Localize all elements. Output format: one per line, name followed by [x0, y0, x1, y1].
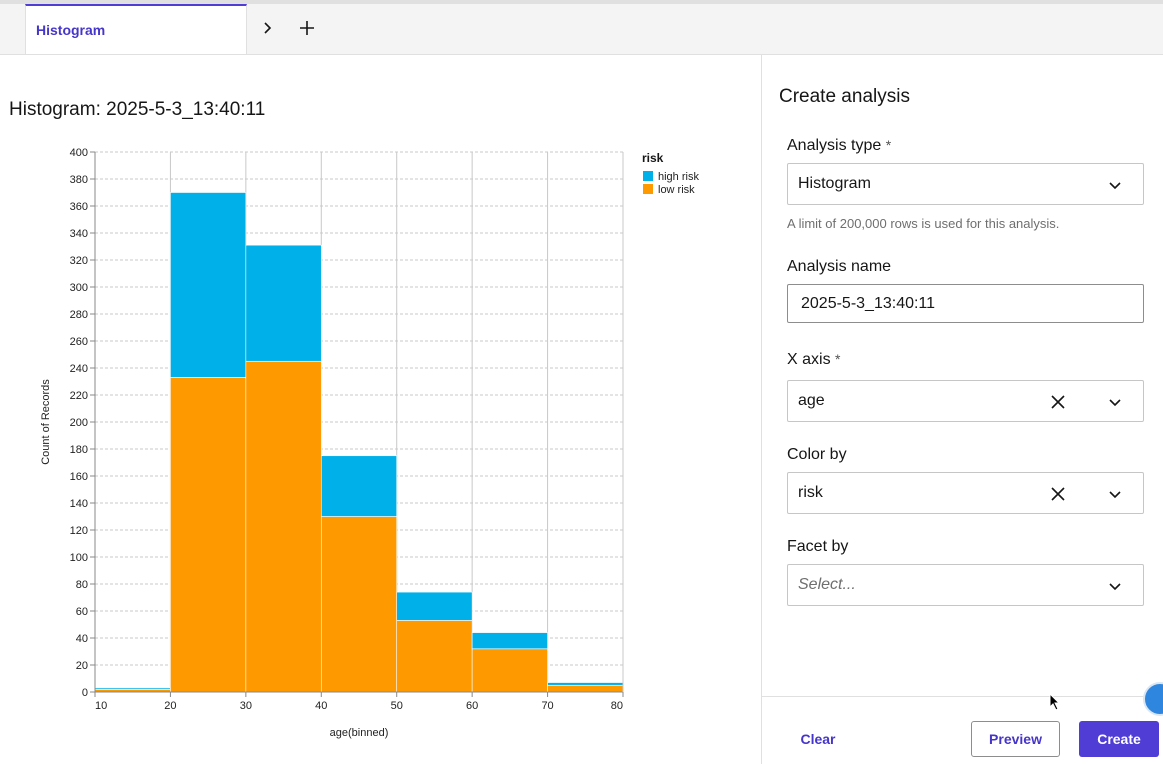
- y-tick-label: 240: [70, 363, 88, 375]
- chevron-right-icon[interactable]: [255, 16, 279, 40]
- facet-by-label: Facet by: [787, 538, 849, 555]
- panel-title: Create analysis: [779, 86, 910, 107]
- bar-low-risk-60-70: [471, 648, 548, 693]
- facet-by-select[interactable]: Select...: [787, 564, 1144, 606]
- tab-histogram[interactable]: Histogram: [25, 4, 247, 54]
- x-tick-label: 40: [315, 700, 327, 712]
- y-tick-label: 360: [70, 201, 88, 213]
- bar-high-risk-30-40: [245, 244, 322, 362]
- bar-high-risk-60-70: [471, 632, 548, 650]
- analysis-type-value: Histogram: [798, 175, 871, 192]
- x-tick-label: 70: [541, 700, 553, 712]
- tab-bar: Histogram: [0, 0, 1163, 55]
- mouse-cursor-icon: [1049, 693, 1061, 711]
- y-axis-title: Count of Records: [40, 379, 52, 465]
- close-icon[interactable]: [1049, 485, 1067, 503]
- y-tick-label: 180: [70, 444, 88, 456]
- x-axis-title: age(binned): [330, 727, 389, 739]
- create-analysis-panel: Create analysis Analysis type * Histogra…: [761, 55, 1163, 764]
- create-button[interactable]: Create: [1079, 721, 1159, 757]
- y-tick-label: 400: [70, 147, 88, 159]
- clear-button[interactable]: Clear: [800, 731, 836, 747]
- analysis-type-select[interactable]: Histogram: [787, 163, 1144, 205]
- tab-label: Histogram: [36, 22, 106, 38]
- analysis-name-label: Analysis name: [787, 258, 892, 275]
- bar-high-risk-70-80: [547, 682, 624, 686]
- y-tick-label: 220: [70, 390, 88, 402]
- analysis-name-input[interactable]: 2025-5-3_13:40:11: [787, 284, 1144, 323]
- x-tick-label: 20: [164, 700, 176, 712]
- chart-title: Histogram: 2025-5-3_13:40:11: [9, 99, 266, 120]
- y-tick-label: 60: [76, 606, 88, 618]
- preview-button[interactable]: Preview: [971, 721, 1060, 757]
- y-tick-label: 260: [70, 336, 88, 348]
- chevron-down-icon[interactable]: [1107, 486, 1123, 502]
- chevron-down-icon[interactable]: [1107, 177, 1123, 193]
- y-tick-label: 380: [70, 174, 88, 186]
- y-tick-label: 300: [70, 282, 88, 294]
- y-tick-label: 140: [70, 498, 88, 510]
- row-limit-helper: A limit of 200,000 rows is used for this…: [787, 216, 1060, 231]
- x-axis-select[interactable]: age: [787, 380, 1144, 422]
- bar-low-risk-20-30: [170, 377, 247, 693]
- bar-high-risk-20-30: [170, 192, 247, 378]
- color-by-label: Color by: [787, 446, 847, 463]
- analysis-name-value: 2025-5-3_13:40:11: [801, 295, 936, 312]
- legend-entry-high-risk: high risk: [658, 171, 699, 183]
- bar-low-risk-30-40: [245, 360, 322, 693]
- bar-high-risk-50-60: [396, 591, 473, 621]
- legend-title: risk: [642, 151, 664, 165]
- y-tick-label: 120: [70, 525, 88, 537]
- chevron-down-icon[interactable]: [1107, 394, 1123, 410]
- y-tick-label: 340: [70, 228, 88, 240]
- plus-icon[interactable]: [295, 16, 319, 40]
- analysis-type-label: Analysis type *: [787, 137, 892, 154]
- x-tick-label: 50: [391, 700, 403, 712]
- y-tick-label: 100: [70, 552, 88, 564]
- y-tick-label: 320: [70, 255, 88, 267]
- y-tick-label: 40: [76, 633, 88, 645]
- bar-low-risk-70-80: [547, 684, 624, 693]
- x-tick-label: 30: [240, 700, 252, 712]
- legend-entry-low-risk: low risk: [658, 184, 695, 196]
- y-tick-label: 80: [76, 579, 88, 591]
- y-tick-label: 20: [76, 660, 88, 672]
- legend-swatch-high-risk: [643, 171, 653, 181]
- legend-swatch-low-risk: [643, 184, 653, 194]
- bar-low-risk-50-60: [396, 620, 473, 693]
- y-tick-label: 200: [70, 417, 88, 429]
- chevron-down-icon[interactable]: [1107, 578, 1123, 594]
- facet-by-placeholder: Select...: [798, 576, 856, 593]
- x-axis-label: X axis *: [787, 351, 841, 368]
- y-tick-label: 160: [70, 471, 88, 483]
- bar-high-risk-40-50: [320, 455, 398, 517]
- x-tick-label: 60: [466, 700, 478, 712]
- x-axis-value: age: [798, 392, 825, 409]
- histogram-chart: 0 20 40 60 80 100 120 140 160 180 200 220 240 260 280 3…: [40, 147, 699, 739]
- color-by-select[interactable]: risk: [787, 472, 1144, 514]
- bar-high-risk-10-20: [94, 687, 171, 690]
- x-tick-label: 80: [611, 700, 623, 712]
- x-tick-label: 10: [95, 700, 107, 712]
- y-tick-label: 0: [82, 687, 88, 699]
- color-by-value: risk: [798, 484, 823, 501]
- panel-footer: Clear Preview Create: [762, 696, 1163, 764]
- close-icon[interactable]: [1049, 393, 1067, 411]
- y-tick-label: 280: [70, 309, 88, 321]
- bar-low-risk-40-50: [320, 516, 398, 693]
